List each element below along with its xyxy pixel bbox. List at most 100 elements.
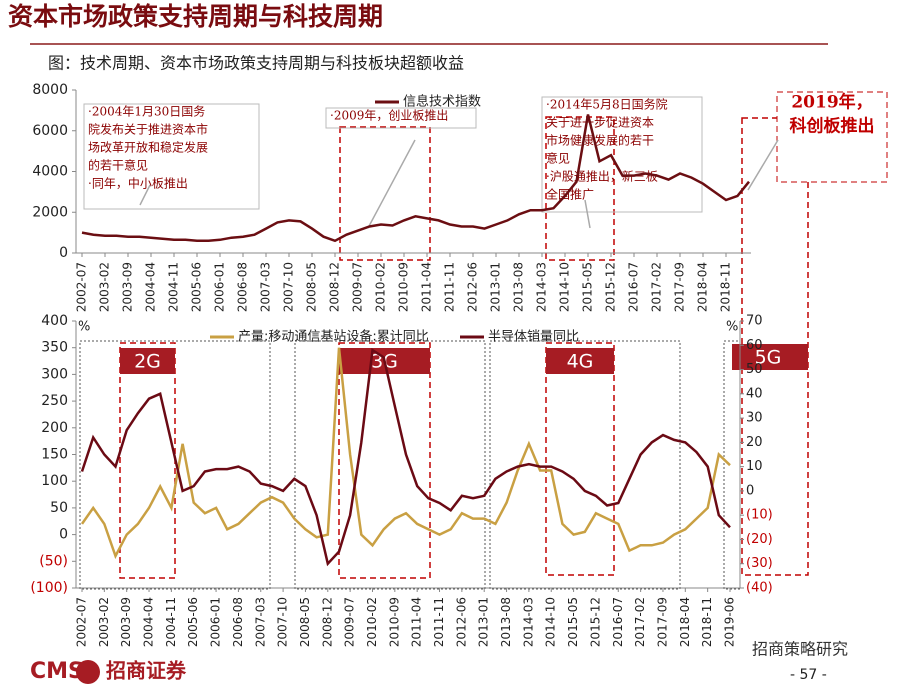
x-tick-label: 2008-12	[320, 597, 334, 647]
x-tick-label: 2017-09	[655, 597, 669, 647]
y-tick-label: 100	[41, 473, 68, 489]
x-tick-label: 2002-07	[75, 262, 89, 312]
band-label: 2G	[134, 351, 161, 373]
annotation-text: ·2014年5月8日国务院	[546, 97, 668, 112]
x-tick-label: 2012-06	[466, 262, 480, 312]
x-tick-label: 2004-11	[167, 262, 181, 312]
annotation-text: 关于进一步促进资本	[546, 116, 654, 130]
x-tick-label: 2016-07	[627, 262, 641, 312]
band-label: 5G	[755, 347, 782, 369]
x-tick-label: 2018-11	[700, 597, 714, 647]
x-tick-label: 2013-01	[489, 262, 503, 312]
x-tick-label: 2013-08	[499, 597, 513, 647]
band-label-bg	[732, 344, 808, 370]
x-tick-label: 2016-07	[611, 597, 625, 647]
x-tick-label: 2007-10	[282, 262, 296, 312]
annotation-box	[776, 91, 888, 183]
y-axis-unit: %	[78, 320, 90, 335]
x-tick-label: 2011-11	[432, 597, 446, 647]
y2-tick-label: 20	[746, 435, 763, 450]
y2-tick-label: (40)	[746, 581, 773, 596]
band-label: 4G	[567, 351, 594, 373]
y-tick-label: (50)	[39, 553, 68, 569]
x-tick-label: 2015-05	[581, 262, 595, 312]
y-tick-label: 0	[59, 527, 68, 543]
x-tick-label: 2017-02	[633, 597, 647, 647]
y-tick-label: 150	[41, 447, 68, 463]
x-tick-label: 2015-12	[588, 597, 602, 647]
company: 招商证券	[106, 659, 187, 683]
annotation-box	[541, 96, 703, 213]
x-tick-label: 2013-01	[477, 597, 491, 647]
x-tick-label: 2003-02	[98, 262, 112, 312]
x-tick-label: 2018-11	[719, 262, 733, 312]
x-tick-label: 2004-04	[144, 262, 158, 312]
annotation-text: ·2004年1月30日国务	[88, 104, 205, 119]
x-tick-label: 2017-02	[650, 262, 664, 312]
x-tick-label: 2008-12	[328, 262, 342, 312]
y-tick-label: 4000	[32, 164, 68, 180]
y-tick-label: 2000	[32, 204, 68, 220]
x-tick-label: 2005-06	[186, 597, 200, 647]
y-tick-label: 400	[41, 313, 68, 329]
annotation-text: 的若干意见	[88, 158, 148, 173]
annotation-text: 全国推广	[546, 187, 594, 202]
x-tick-label: 2011-11	[443, 262, 457, 312]
logo-mark	[76, 660, 100, 684]
y2-tick-label: 40	[746, 386, 763, 401]
annotation-text: 意见	[546, 151, 570, 166]
x-tick-label: 2014-10	[544, 597, 558, 647]
y-tick-label: 8000	[32, 82, 68, 98]
x-tick-label: 2006-01	[213, 262, 227, 312]
band-label-bg	[546, 348, 614, 374]
y2-tick-label: 60	[746, 338, 763, 353]
x-tick-label: 2008-05	[305, 262, 319, 312]
annotation-text: ·2009年，创业板推出	[330, 109, 448, 123]
annotation-arrow	[747, 139, 779, 191]
x-tick-label: 2018-04	[678, 597, 692, 647]
annotation-arrow	[139, 184, 151, 206]
legend-label: 半导体销量同比	[488, 330, 579, 345]
x-tick-label: 2006-08	[236, 262, 250, 312]
x-tick-label: 2007-03	[259, 262, 273, 312]
x-tick-label: 2015-12	[604, 262, 618, 312]
subtitle: 图：技术周期、资本市场政策支持周期与科技板块超额收益	[48, 54, 464, 73]
y-tick-label: 300	[41, 366, 68, 382]
y2-tick-label: 30	[746, 411, 763, 426]
series-line	[80, 347, 731, 567]
x-tick-label: 2011-04	[410, 597, 424, 647]
x-tick-label: 2004-04	[142, 597, 156, 647]
x-tick-label: 2006-01	[209, 597, 223, 647]
y2-tick-label: 10	[746, 459, 763, 474]
x-tick-label: 2018-04	[696, 262, 710, 312]
x-tick-label: 2003-09	[119, 597, 133, 647]
y-tick-label: 0	[59, 245, 68, 261]
y2-tick-label: 50	[746, 362, 763, 377]
y-tick-label: 350	[41, 340, 68, 356]
x-tick-label: 2010-02	[374, 262, 388, 312]
y2-tick-label: 70	[746, 314, 763, 329]
page-number: - 57 -	[790, 667, 827, 683]
annotation-text: 市场健康发展的若干	[546, 133, 654, 148]
legend-label: 信息技术指数	[403, 94, 481, 110]
annotation-text: ·同年，中小板推出	[88, 176, 188, 191]
annotation-arrow	[584, 199, 591, 229]
x-tick-label: 2013-08	[512, 262, 526, 312]
y-tick-label: 250	[41, 393, 68, 409]
annotation-text: 场改革开放和稳定发展	[88, 140, 208, 155]
logo: CMS	[30, 659, 84, 684]
y-tick-label: 50	[50, 500, 68, 516]
annotation-text: 2019年，	[791, 92, 872, 113]
x-tick-label: 2007-03	[253, 597, 267, 647]
y-tick-label: 6000	[32, 123, 68, 139]
y2-tick-label: 0	[746, 483, 754, 498]
x-tick-label: 2003-09	[121, 262, 135, 312]
x-tick-label: 2007-10	[276, 597, 290, 647]
x-tick-label: 2010-09	[387, 597, 401, 647]
y2-axis-unit: %	[726, 320, 738, 335]
series-line	[80, 347, 731, 560]
legend-label: 产量:移动通信基站设备:累计同比	[238, 329, 429, 345]
annotation-arrow	[367, 139, 416, 229]
x-tick-label: 2014-03	[521, 597, 535, 647]
